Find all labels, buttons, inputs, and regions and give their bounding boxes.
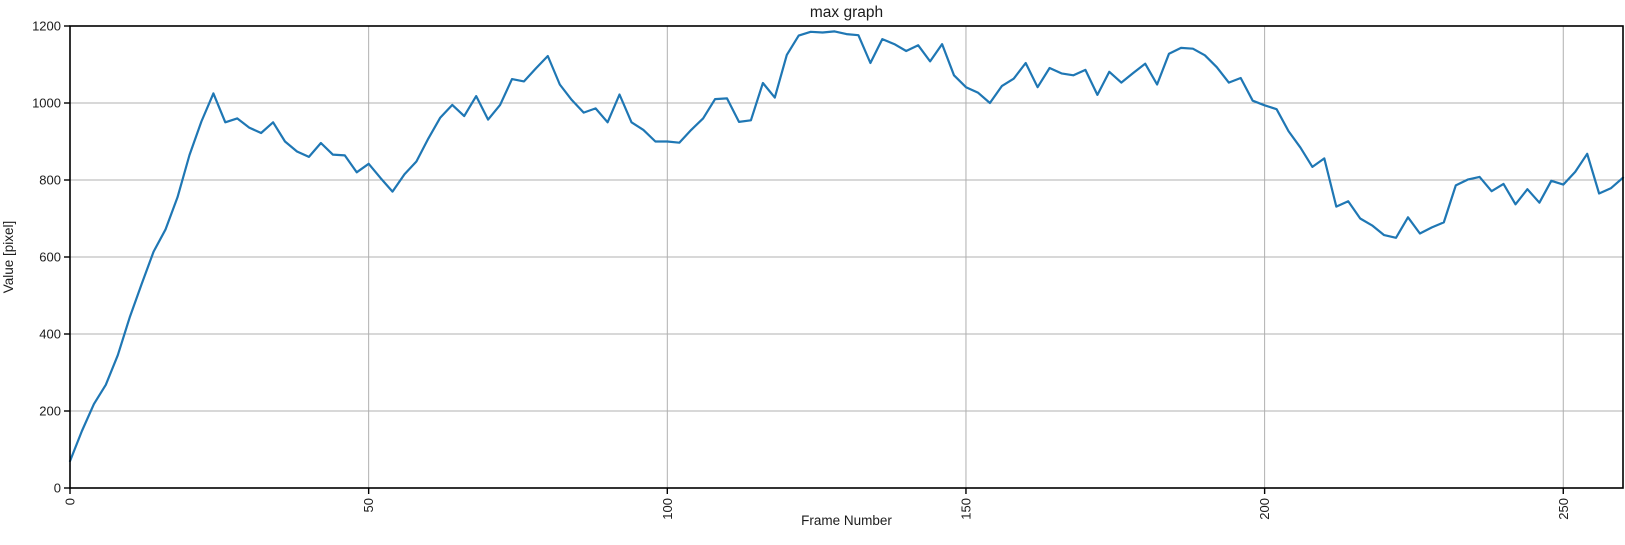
y-axis-label: Value [pixel] <box>1 221 16 294</box>
y-tick-label: 800 <box>39 173 61 188</box>
axis-ticks <box>64 25 1564 494</box>
data-series-layer <box>68 30 1625 463</box>
chart-title: max graph <box>810 4 883 21</box>
y-tick-label: 1000 <box>32 96 61 111</box>
x-axis-label: Frame Number <box>801 513 892 528</box>
axis-tick-labels: 0 50 100 150 200 250 0 200 400 600 800 1000 1200 <box>32 19 1571 520</box>
x-tick-label: 200 <box>1257 498 1272 520</box>
gridlines <box>69 25 1623 489</box>
x-tick-label: 100 <box>660 498 675 520</box>
y-tick-label: 400 <box>39 327 61 342</box>
x-tick-label: 0 <box>63 498 78 505</box>
x-tick-label: 250 <box>1556 498 1571 520</box>
y-tick-label: 0 <box>54 481 61 496</box>
x-tick-label: 150 <box>958 498 973 520</box>
y-tick-label: 200 <box>39 404 61 419</box>
x-tick-label: 50 <box>361 498 376 512</box>
y-tick-label: 600 <box>39 250 61 265</box>
data-line <box>68 30 1625 463</box>
y-tick-label: 1200 <box>32 19 61 34</box>
